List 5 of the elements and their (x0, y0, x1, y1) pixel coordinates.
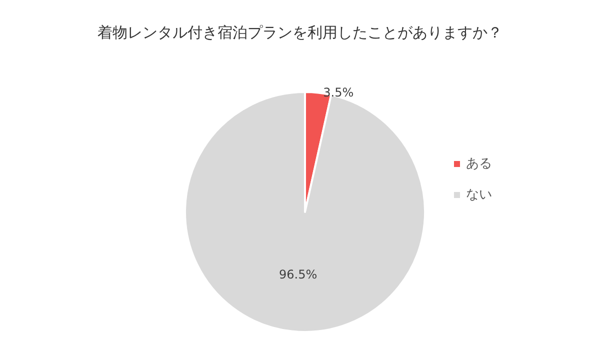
legend-label: ない (466, 188, 492, 202)
chart-title: 着物レンタル付き宿泊プランを利用したことがありますか？ (98, 24, 502, 42)
data-label: 96.5% (279, 268, 318, 282)
legend-label: ある (466, 156, 492, 172)
data-label: 3.5% (323, 86, 354, 100)
